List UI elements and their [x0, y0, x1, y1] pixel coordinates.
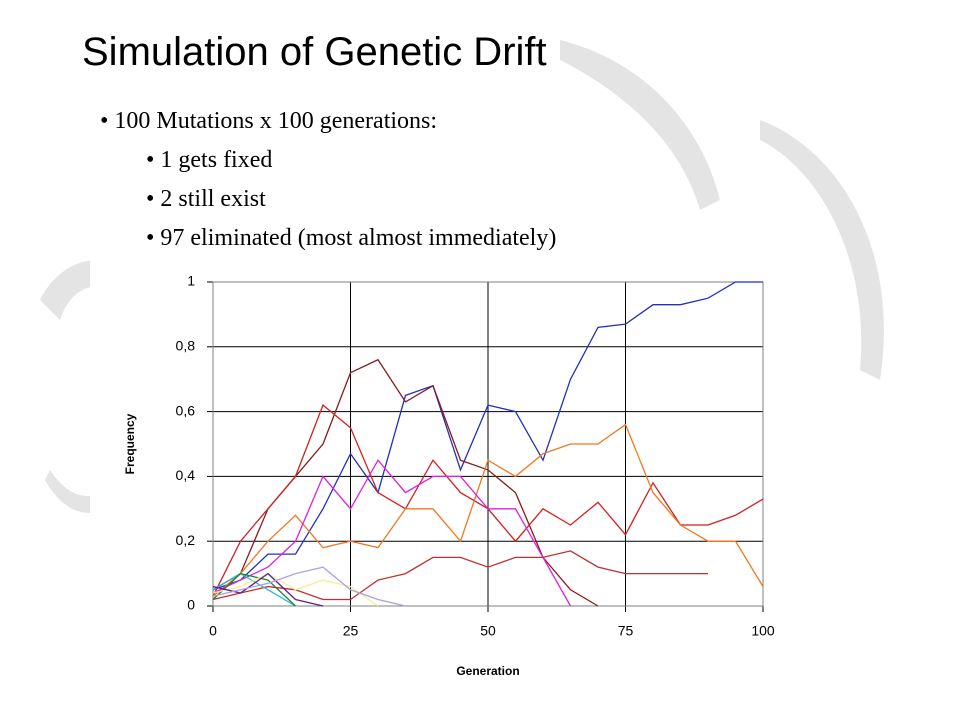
series-line [212, 423, 764, 597]
series-line [212, 572, 296, 607]
series-line [212, 572, 379, 607]
plot-border [212, 281, 764, 607]
series-line [212, 459, 572, 607]
x-tick-label: 50 [480, 623, 496, 639]
sub-bullet: 1 gets fixed [146, 147, 272, 174]
chart-area [90, 225, 808, 700]
bullet: 100 Mutations x 100 generations: [100, 108, 437, 135]
series-line [212, 566, 406, 607]
y-tick-label: 0,8 [176, 338, 196, 354]
y-axis-label: Frequency [123, 413, 137, 474]
x-tick-label: 75 [618, 623, 634, 639]
y-tick-label: 0,6 [176, 402, 196, 418]
y-tick-label: 0,4 [176, 467, 196, 483]
y-tick-label: 0 [187, 597, 195, 613]
y-tick-label: 0,2 [176, 532, 196, 548]
series-line [212, 572, 324, 607]
series-line [212, 281, 763, 591]
x-tick-label: 100 [751, 623, 775, 639]
x-tick-label: 0 [209, 623, 217, 639]
x-tick-label: 25 [343, 623, 359, 639]
series-line [212, 572, 296, 607]
sub-bullet: 2 still exist [146, 186, 265, 213]
sub-bullet: 97 eliminated (most almost immediately) [146, 225, 556, 252]
y-tick-label: 1 [187, 273, 195, 289]
slide-title: Simulation of Genetic Drift [82, 30, 547, 74]
x-axis-label: Generation [456, 664, 519, 678]
